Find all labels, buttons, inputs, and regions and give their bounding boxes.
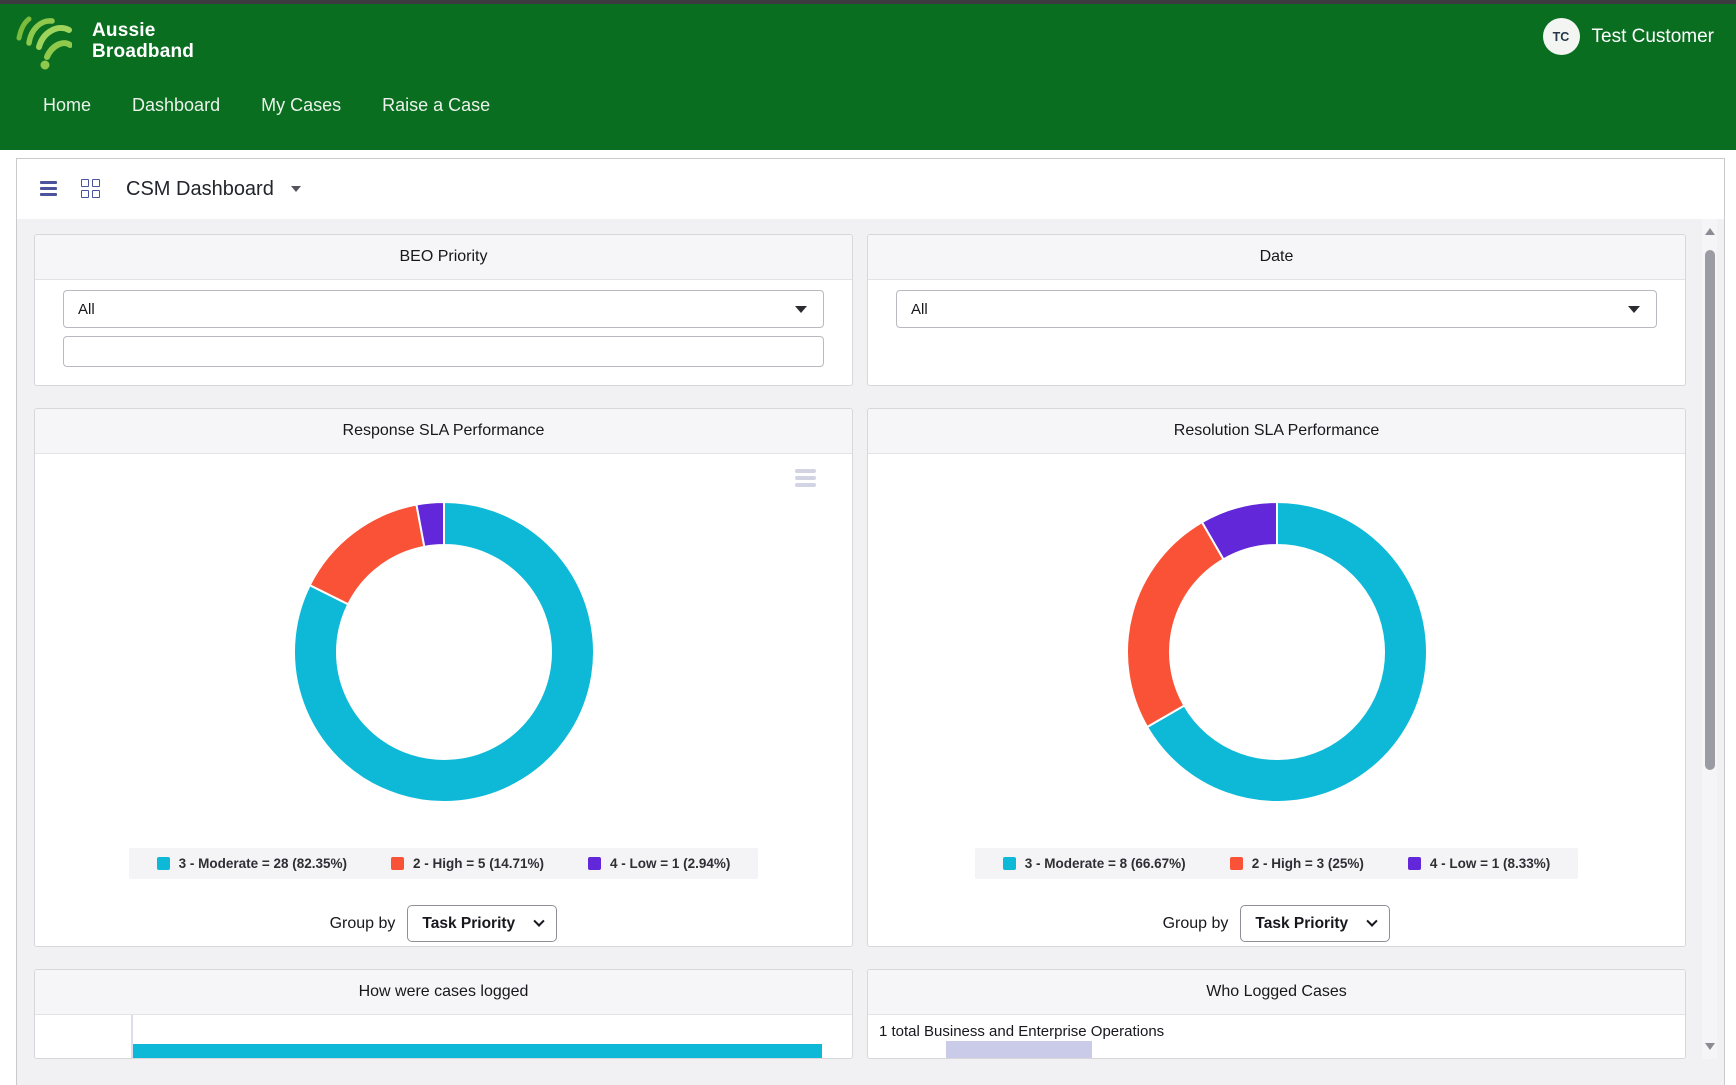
legend-label: 3 - Moderate = 8 (66.67%) — [1025, 856, 1186, 871]
panel-title: Response SLA Performance — [35, 409, 852, 454]
date-select[interactable]: All — [896, 290, 1657, 328]
chevron-down-icon — [291, 186, 301, 192]
donut-chart-resolution[interactable] — [1121, 496, 1433, 808]
scroll-up-arrow-icon[interactable] — [1705, 228, 1715, 235]
group-by-select[interactable]: Task Priority — [407, 905, 557, 942]
legend-swatch-icon — [588, 857, 601, 870]
scrollbar-thumb[interactable] — [1705, 250, 1715, 770]
legend-item[interactable]: 2 - High = 3 (25%) — [1230, 856, 1364, 871]
legend-item[interactable]: 4 - Low = 1 (2.94%) — [588, 856, 730, 871]
group-by-value: Task Priority — [1255, 915, 1348, 933]
dashboard-toolbar: CSM Dashboard — [17, 159, 1724, 219]
user-menu[interactable]: TC Test Customer — [1543, 18, 1714, 55]
donut-chart-response[interactable] — [288, 496, 600, 808]
window-top-edge — [0, 0, 1736, 4]
vertical-scrollbar[interactable] — [1702, 219, 1717, 1059]
chevron-down-icon — [1367, 915, 1378, 926]
dropdown-caret-icon — [795, 306, 807, 313]
user-avatar[interactable]: TC — [1543, 18, 1580, 55]
main-nav: Home Dashboard My Cases Raise a Case — [43, 95, 490, 116]
panel-beo-priority: BEO Priority All — [34, 234, 853, 386]
beo-priority-filter-input[interactable] — [63, 336, 824, 367]
chart-annotation: 1 total Business and Enterprise Operatio… — [879, 1023, 1164, 1040]
dashboard-grid-icon[interactable] — [81, 179, 100, 198]
beo-priority-select[interactable]: All — [63, 290, 824, 328]
legend-swatch-icon — [1408, 857, 1421, 870]
bar-segment[interactable] — [946, 1041, 1092, 1059]
scroll-down-arrow-icon[interactable] — [1705, 1043, 1715, 1050]
chart-legend: 3 - Moderate = 28 (82.35%) 2 - High = 5 (… — [129, 848, 759, 879]
panel-title: Resolution SLA Performance — [868, 409, 1685, 454]
panel-title: How were cases logged — [35, 970, 852, 1015]
aussie-broadband-logo-icon — [14, 14, 72, 70]
nav-item-raise-a-case[interactable]: Raise a Case — [382, 95, 490, 116]
group-by-label: Group by — [1163, 915, 1229, 933]
legend-item[interactable]: 3 - Moderate = 8 (66.67%) — [1003, 856, 1186, 871]
bar-chart-partial[interactable]: 1 total Business and Enterprise Operatio… — [868, 1015, 1685, 1058]
beo-priority-select-value: All — [78, 301, 95, 318]
nav-item-my-cases[interactable]: My Cases — [261, 95, 341, 116]
dashboard-content: BEO Priority All Date All — [17, 219, 1724, 1085]
panel-resolution-sla: Resolution SLA Performance 3 - Moderate … — [867, 408, 1686, 947]
app-header: Aussie Broadband TC Test Customer Home D… — [0, 0, 1736, 150]
user-name: Test Customer — [1592, 26, 1714, 48]
group-by-select[interactable]: Task Priority — [1240, 905, 1390, 942]
legend-label: 2 - High = 5 (14.71%) — [413, 856, 544, 871]
panel-title: BEO Priority — [35, 235, 852, 280]
dropdown-caret-icon — [1628, 306, 1640, 313]
legend-item[interactable]: 4 - Low = 1 (8.33%) — [1408, 856, 1550, 871]
panel-title: Who Logged Cases — [868, 970, 1685, 1015]
legend-label: 3 - Moderate = 28 (82.35%) — [179, 856, 347, 871]
legend-item[interactable]: 2 - High = 5 (14.71%) — [391, 856, 544, 871]
legend-label: 2 - High = 3 (25%) — [1252, 856, 1364, 871]
panel-how-cases-logged: How were cases logged — [34, 969, 853, 1059]
bar-segment[interactable] — [133, 1044, 822, 1059]
legend-swatch-icon — [391, 857, 404, 870]
nav-item-home[interactable]: Home — [43, 95, 91, 116]
dashboard-title-dropdown[interactable]: CSM Dashboard — [126, 159, 301, 219]
legend-label: 4 - Low = 1 (2.94%) — [610, 856, 730, 871]
legend-item[interactable]: 3 - Moderate = 28 (82.35%) — [157, 856, 347, 871]
date-select-value: All — [911, 301, 928, 318]
brand-logo-link[interactable]: Aussie Broadband — [14, 10, 194, 70]
page-title: CSM Dashboard — [126, 178, 274, 201]
group-by-label: Group by — [330, 915, 396, 933]
chart-legend: 3 - Moderate = 8 (66.67%) 2 - High = 3 (2… — [975, 848, 1579, 879]
group-by-value: Task Priority — [422, 915, 515, 933]
nav-item-dashboard[interactable]: Dashboard — [132, 95, 220, 116]
brand-name: Aussie Broadband — [92, 20, 194, 62]
sidebar-toggle-icon[interactable] — [40, 181, 57, 196]
panel-title: Date — [868, 235, 1685, 280]
bar-chart-partial[interactable] — [35, 1015, 852, 1058]
legend-label: 4 - Low = 1 (8.33%) — [1430, 856, 1550, 871]
panel-response-sla: Response SLA Performance 3 - Moderate = … — [34, 408, 853, 947]
legend-swatch-icon — [157, 857, 170, 870]
dashboard-frame: CSM Dashboard BEO Priority All Date — [16, 158, 1725, 1085]
legend-swatch-icon — [1003, 857, 1016, 870]
panel-date: Date All — [867, 234, 1686, 386]
chart-menu-icon[interactable] — [795, 469, 816, 487]
legend-swatch-icon — [1230, 857, 1243, 870]
panel-who-logged-cases: Who Logged Cases 1 total Business and En… — [867, 969, 1686, 1059]
chevron-down-icon — [534, 915, 545, 926]
